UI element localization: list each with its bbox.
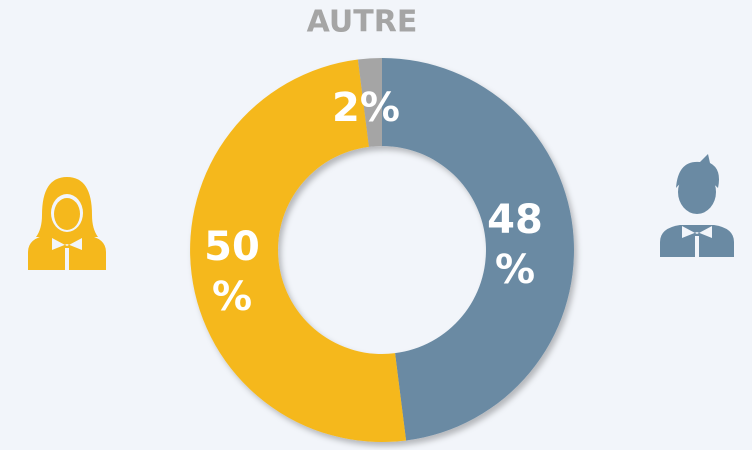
- donut: [190, 58, 575, 442]
- donut-slice: [382, 58, 575, 441]
- female-icon: [28, 177, 106, 270]
- donut-slice: [190, 59, 407, 442]
- value-label: 48 %: [487, 197, 543, 293]
- value-label: 2%: [332, 85, 400, 131]
- donut-slice: [357, 58, 382, 147]
- male-icon: [660, 154, 734, 257]
- category-label: AUTRE: [306, 4, 418, 40]
- value-label: 50 %: [204, 224, 260, 320]
